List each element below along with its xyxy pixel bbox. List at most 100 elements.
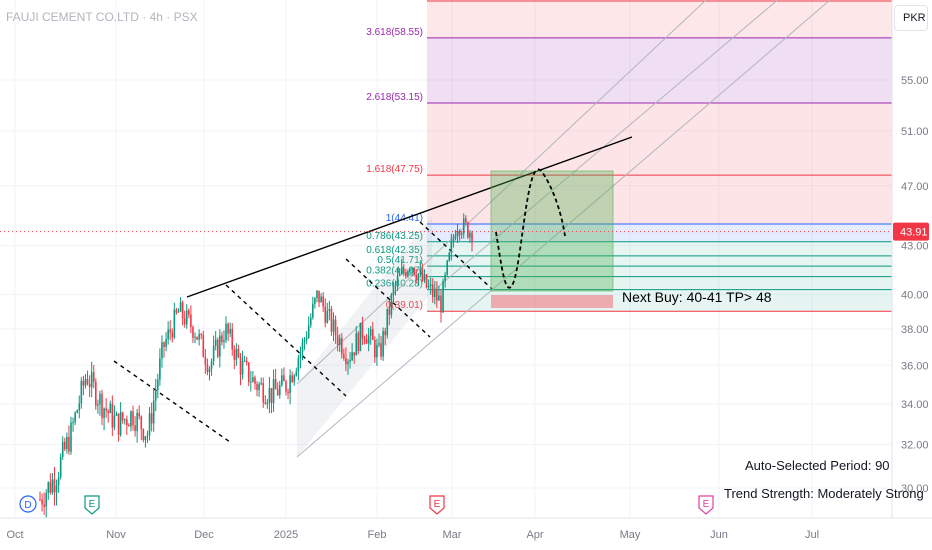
candle-body xyxy=(256,383,258,391)
candle-body xyxy=(173,309,176,338)
candle-body xyxy=(287,391,289,394)
time-axis-tick: Mar xyxy=(443,529,462,541)
candle-body xyxy=(415,274,417,281)
candle-body xyxy=(258,384,260,391)
candle-body xyxy=(247,362,250,383)
dashed-trendline xyxy=(419,221,493,290)
earnings-marker xyxy=(429,495,445,515)
candle-body xyxy=(270,388,273,404)
candle-body xyxy=(452,238,455,242)
candle-body xyxy=(458,230,461,236)
candle-body xyxy=(407,271,409,277)
candle-body xyxy=(295,371,298,376)
candle-body xyxy=(86,379,89,385)
candle-body xyxy=(95,381,97,406)
candle-body xyxy=(223,340,225,343)
candle-body xyxy=(59,456,62,478)
fib-zone xyxy=(427,266,892,277)
candle-body xyxy=(340,338,343,355)
trend-strength-label: Trend Strength: Moderately Strong xyxy=(724,486,924,501)
candle-body xyxy=(417,273,420,281)
time-axis-tick: Nov xyxy=(106,529,126,541)
candle-body xyxy=(237,348,240,358)
candle-body xyxy=(326,310,329,323)
candle-body xyxy=(235,348,238,360)
candle-body xyxy=(78,403,81,411)
candle-body xyxy=(272,379,275,404)
candle-body xyxy=(378,343,380,345)
candle-body xyxy=(330,308,333,332)
candle-body xyxy=(163,342,165,347)
candle-body xyxy=(51,479,54,493)
earnings-marker-label: E xyxy=(89,499,96,510)
time-axis-tick: Dec xyxy=(194,529,214,541)
candle-body xyxy=(202,334,205,358)
candle-body xyxy=(316,290,318,299)
candle-body xyxy=(61,441,64,457)
candle-body xyxy=(150,413,153,424)
candle-body xyxy=(97,404,99,406)
fib-level-label: 0.382(41.07) xyxy=(366,266,423,277)
candle-body xyxy=(343,354,345,359)
dashed-trendline xyxy=(345,258,431,338)
candle-body xyxy=(171,332,174,338)
candle-body xyxy=(367,335,370,344)
time-axis-tick: Feb xyxy=(368,529,387,541)
candle-body xyxy=(349,360,351,362)
candle-body xyxy=(194,336,196,338)
candle-body xyxy=(45,493,48,507)
resistance-trendline xyxy=(186,136,633,298)
candle-body xyxy=(425,274,428,288)
candle-body xyxy=(70,422,72,452)
candle-body xyxy=(66,436,68,450)
candle-body xyxy=(72,422,74,424)
candle-body xyxy=(345,358,347,365)
candle-body xyxy=(309,317,312,326)
candle-body xyxy=(460,233,463,236)
candle-body xyxy=(49,482,52,493)
candle-body xyxy=(374,339,376,358)
candle-body xyxy=(84,379,87,386)
candle-body xyxy=(39,499,41,501)
candle-body xyxy=(43,504,45,507)
price-badge xyxy=(893,222,929,241)
candle-body xyxy=(225,323,227,341)
candle-body xyxy=(303,339,306,342)
fib-level-label: 0.5(41.71) xyxy=(377,255,423,266)
symbol-title[interactable]: FAUJI CEMENT CO.LTD · 4h · PSX xyxy=(6,10,198,24)
candle-body xyxy=(233,349,236,360)
earnings-marker-label: E xyxy=(434,499,441,510)
candle-body xyxy=(274,379,277,390)
candle-body xyxy=(429,284,432,286)
candle-body xyxy=(152,400,155,424)
fib-level-label: 0(39.01) xyxy=(386,300,423,311)
candle-body xyxy=(438,295,440,301)
currency-box[interactable] xyxy=(894,5,928,31)
candle-body xyxy=(92,372,95,382)
candle-body xyxy=(371,329,374,340)
candle-body xyxy=(206,364,209,373)
candle-body xyxy=(200,334,203,336)
candle-body xyxy=(396,275,399,284)
candle-body xyxy=(409,269,411,272)
candle-body xyxy=(454,236,457,239)
candle-body xyxy=(146,435,149,437)
candle-body xyxy=(413,267,415,275)
candle-body xyxy=(177,311,180,313)
candle-body xyxy=(283,375,285,382)
candle-body xyxy=(291,375,293,383)
channel-line-upper xyxy=(296,0,707,385)
candle-body xyxy=(462,218,465,234)
candle-body xyxy=(101,393,103,418)
candle-body xyxy=(312,303,314,318)
candle-body xyxy=(440,295,442,313)
candle-body xyxy=(210,361,213,369)
time-axis-tick: Jun xyxy=(710,529,728,541)
time-axis-tick: 2025 xyxy=(274,529,298,541)
candle-body xyxy=(157,379,159,390)
fib-zone xyxy=(427,255,892,267)
candle-body xyxy=(57,477,60,486)
time-axis-tick: May xyxy=(620,529,641,541)
